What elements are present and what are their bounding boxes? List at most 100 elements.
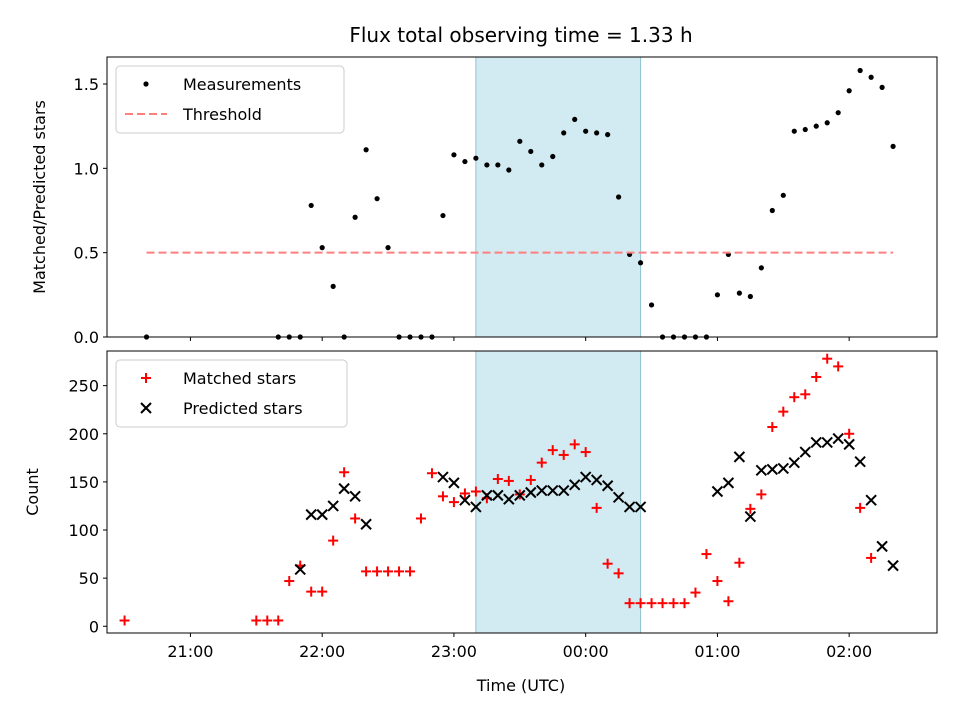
matched-stars-point — [613, 568, 624, 579]
measurement-point — [506, 167, 512, 173]
x-marker-b — [766, 463, 779, 476]
shaded-span — [475, 56, 642, 338]
x-tick-label: 01:00 — [694, 642, 740, 661]
predicted-stars-point — [558, 484, 570, 497]
measurement-point — [374, 196, 380, 202]
measurement-point — [451, 152, 457, 158]
matched-stars-point — [690, 587, 701, 598]
measurement-point — [517, 138, 523, 144]
chart-title: Flux total observing time = 1.33 h — [349, 23, 692, 47]
measurement-point — [539, 162, 545, 168]
x-marker-b — [810, 436, 822, 449]
predicted-stars-point — [579, 471, 592, 483]
predicted-stars-point — [525, 486, 537, 499]
matched-stars-point — [339, 467, 350, 478]
matched-stars-point — [383, 566, 394, 577]
matched-stars-point — [822, 353, 833, 364]
predicted-stars-point — [766, 463, 779, 476]
x-marker-b — [755, 464, 768, 477]
matched-stars-point — [668, 598, 679, 609]
matched-stars-point — [569, 439, 580, 450]
x-marker-b — [821, 436, 833, 449]
legend-box — [115, 65, 345, 134]
predicted-stars-point — [349, 490, 361, 503]
matched-stars-point — [328, 535, 339, 546]
measurement-point — [780, 192, 786, 198]
x-tick-label: 23:00 — [431, 642, 477, 661]
measurement-point — [747, 293, 753, 300]
x-marker-b — [338, 482, 350, 495]
measurement-point — [605, 131, 611, 138]
x-tick-label: 00:00 — [563, 642, 609, 661]
x-marker-b — [481, 489, 493, 502]
x-marker-b — [459, 494, 471, 506]
matched-stars-point — [306, 586, 317, 597]
bottom-y-axis-label: Count — [23, 468, 42, 516]
predicted-stars-point — [876, 540, 888, 553]
measurement-point — [363, 147, 369, 153]
x-tick-label: 02:00 — [826, 642, 872, 661]
predicted-stars-point — [744, 510, 757, 523]
matched-stars-point — [372, 566, 383, 577]
predicted-stars-point — [547, 484, 559, 497]
predicted-stars-point — [470, 501, 482, 513]
matched-stars-point — [350, 513, 361, 524]
x-marker-b — [744, 510, 757, 523]
predicted-stars-point — [612, 491, 625, 504]
measurement-point — [846, 88, 852, 94]
matched-stars-point — [405, 566, 416, 577]
predicted-stars-point — [865, 494, 877, 506]
matched-stars-point — [789, 392, 800, 403]
x-marker-b — [623, 501, 636, 513]
y-tick-label: 1.5 — [74, 75, 99, 94]
x-marker-b — [536, 484, 548, 497]
measurement-point — [583, 128, 589, 134]
matched-stars-point — [723, 596, 734, 607]
x-marker-b — [470, 501, 482, 513]
measurement-point — [714, 292, 721, 298]
matched-stars-point — [745, 503, 756, 514]
matched-stars-point — [635, 598, 646, 609]
predicted-stars-point — [634, 501, 647, 513]
x-marker-b — [492, 489, 504, 502]
matched-stars-point — [361, 566, 372, 577]
predicted-stars-point — [843, 438, 855, 451]
measurement-point — [637, 260, 644, 266]
matched-stars-point — [448, 497, 459, 508]
predicted-stars-point — [481, 489, 493, 502]
x-marker-b — [316, 508, 328, 521]
measurement-point — [802, 126, 808, 133]
measurement-point — [835, 110, 841, 116]
x-marker-b — [601, 480, 614, 492]
legend: Matched stars Predicted stars — [115, 359, 348, 428]
x-tick-label: 21:00 — [167, 642, 213, 661]
predicted-stars-point — [503, 493, 515, 505]
matched-stars-point — [602, 558, 613, 569]
matched-stars-point — [866, 552, 877, 563]
matched-stars-point — [394, 566, 405, 577]
measurement-point — [594, 130, 600, 136]
y-tick-label: 0.5 — [74, 244, 99, 263]
matched-stars-point — [262, 615, 273, 626]
matched-stars-point — [459, 488, 470, 499]
matched-stars-point — [778, 406, 789, 417]
x-marker-b — [349, 490, 361, 503]
matched-stars-point — [833, 361, 844, 372]
predicted-stars-point — [338, 482, 350, 495]
x-marker-b — [579, 471, 592, 483]
legend-label: Threshold — [182, 105, 262, 124]
matched-stars-point — [492, 474, 503, 485]
measurement-point — [473, 155, 479, 161]
measurement-point — [648, 302, 655, 308]
predicted-stars-point — [601, 480, 614, 492]
measurement-point — [879, 84, 885, 90]
matched-stars-point — [811, 371, 822, 382]
matched-stars-point — [251, 615, 262, 626]
predicted-stars-point — [316, 508, 328, 521]
measurement-point — [495, 162, 501, 168]
predicted-stars-point — [360, 518, 372, 530]
predicted-stars-point — [514, 489, 526, 502]
matched-stars-point — [317, 586, 328, 597]
matched-stars-point — [558, 449, 569, 460]
